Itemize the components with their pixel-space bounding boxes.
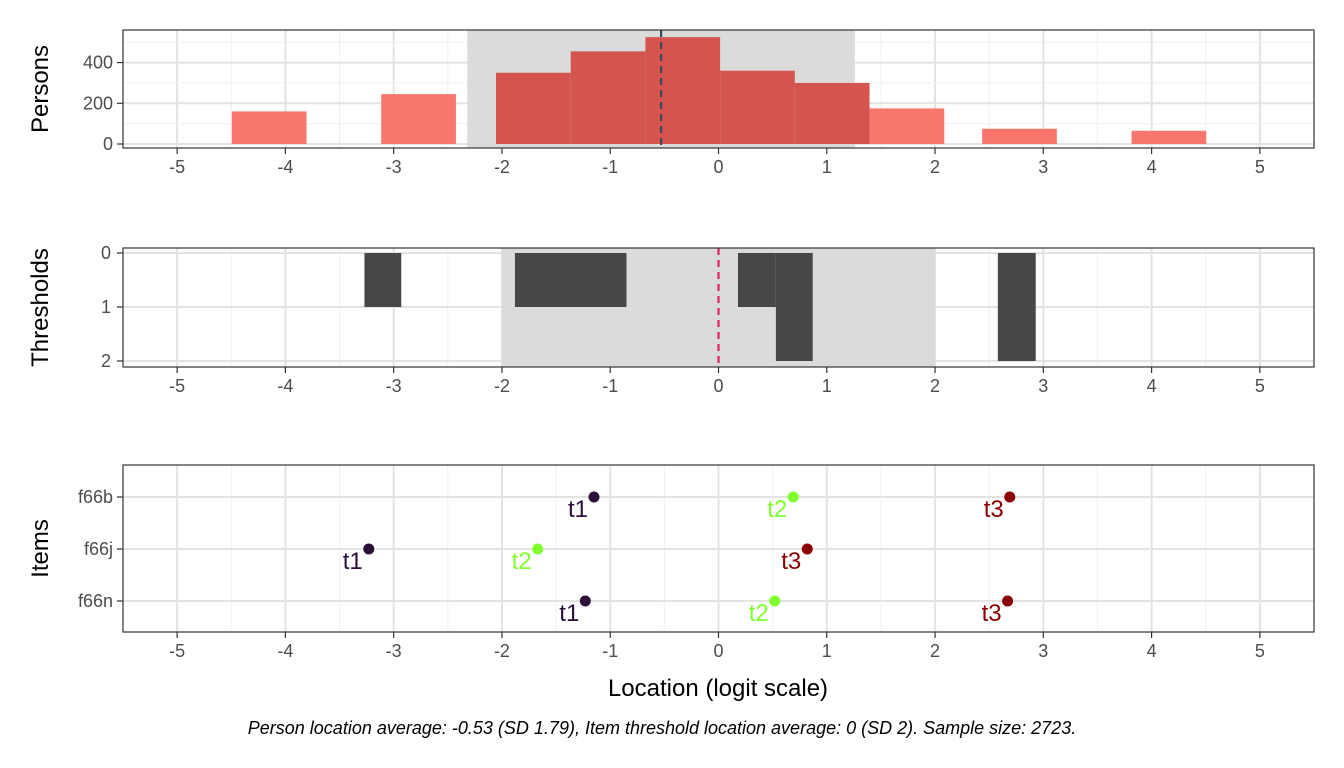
x-tick-label: 3 <box>1038 157 1048 177</box>
y-tick-label: 0 <box>103 134 113 154</box>
x-tick-label: 2 <box>930 641 940 661</box>
x-tick-label: -2 <box>494 376 510 396</box>
x-axis-title: Location (logit scale) <box>608 675 828 702</box>
person-bar <box>1131 130 1207 144</box>
threshold-bar <box>997 253 1036 361</box>
x-tick-label: -2 <box>494 157 510 177</box>
x-tick-label: 0 <box>713 376 723 396</box>
y-tick-label: f66b <box>78 487 113 507</box>
threshold-bar <box>737 253 776 307</box>
x-tick-label: -5 <box>169 376 185 396</box>
threshold-point-label: t3 <box>781 548 801 575</box>
x-tick-label: 0 <box>713 641 723 661</box>
threshold-point <box>363 543 375 555</box>
x-tick-label: 4 <box>1147 641 1157 661</box>
x-tick-label: 1 <box>822 641 832 661</box>
threshold-point <box>769 595 781 607</box>
x-tick-label: 5 <box>1255 376 1265 396</box>
x-tick-label: 5 <box>1255 157 1265 177</box>
x-tick-label: -1 <box>602 641 618 661</box>
x-tick-label: -4 <box>277 376 293 396</box>
person-bar <box>720 70 795 144</box>
x-tick-label: -5 <box>169 157 185 177</box>
x-tick-label: -1 <box>602 157 618 177</box>
person-bar <box>982 128 1057 144</box>
x-tick-label: 1 <box>822 157 832 177</box>
x-tick-label: 2 <box>930 157 940 177</box>
y-axis-title: Persons <box>27 45 54 133</box>
y-axis-title: Thresholds <box>27 248 54 367</box>
thresholds-panel: 0 1 2 -5 -4 -3 -2 -1 0 1 2 3 4 5 Thresholds <box>27 243 1315 396</box>
x-tick-label: 2 <box>930 376 940 396</box>
threshold-point <box>801 543 813 555</box>
x-tick-label: 4 <box>1147 157 1157 177</box>
threshold-point-label: t2 <box>512 548 532 575</box>
x-tick-label: 3 <box>1038 641 1048 661</box>
persons-panel: 0 200 400 -5 -4 -3 -2 -1 0 1 2 3 4 5 Persons <box>27 29 1315 177</box>
person-bar <box>869 108 945 144</box>
x-tick-label: -3 <box>386 376 402 396</box>
y-tick-label: 1 <box>101 297 111 317</box>
person-bar <box>570 51 646 144</box>
caption: Person location average: -0.53 (SD 1.79)… <box>248 718 1076 738</box>
threshold-point <box>1004 491 1016 503</box>
threshold-point-label: t2 <box>767 496 787 523</box>
y-tick-label: 200 <box>83 93 113 113</box>
items-panel: f66b f66j f66n t1 t1 t1 t2 t2 t2 t3 t3 t3 -5 -4 -3 -2 -1… <box>27 464 1315 661</box>
x-tick-label: -4 <box>277 157 293 177</box>
y-tick-label: 2 <box>101 351 111 371</box>
threshold-point <box>588 491 600 503</box>
x-tick-label: -1 <box>602 376 618 396</box>
person-bar <box>495 72 571 144</box>
person-bar <box>794 82 870 144</box>
threshold-point <box>787 491 799 503</box>
threshold-point <box>532 543 544 555</box>
x-tick-label: 1 <box>822 376 832 396</box>
y-tick-label: f66j <box>84 539 113 559</box>
x-tick-label: 3 <box>1038 376 1048 396</box>
x-tick-label: -5 <box>169 641 185 661</box>
x-tick-label: 0 <box>713 157 723 177</box>
x-tick-label: -3 <box>386 641 402 661</box>
threshold-point <box>579 595 591 607</box>
y-tick-label: 0 <box>101 243 111 263</box>
threshold-bar <box>514 253 627 307</box>
threshold-point-label: t1 <box>559 600 579 627</box>
x-tick-label: 4 <box>1147 376 1157 396</box>
x-tick-label: -4 <box>277 641 293 661</box>
x-tick-label: 5 <box>1255 641 1265 661</box>
threshold-point-label: t3 <box>984 496 1004 523</box>
threshold-bar <box>364 253 402 307</box>
x-tick-label: -2 <box>494 641 510 661</box>
person-bar <box>645 37 721 144</box>
threshold-point-label: t1 <box>568 496 588 523</box>
threshold-point <box>1002 595 1014 607</box>
threshold-point-label: t1 <box>343 548 363 575</box>
y-axis-title: Items <box>27 519 54 578</box>
person-bar <box>381 94 456 144</box>
person-bar <box>231 111 307 144</box>
threshold-bar <box>775 253 813 361</box>
x-tick-label: -3 <box>386 157 402 177</box>
threshold-point-label: t2 <box>749 600 769 627</box>
y-tick-label: 400 <box>83 53 113 73</box>
threshold-point-label: t3 <box>982 600 1002 627</box>
y-tick-label: f66n <box>78 591 113 611</box>
